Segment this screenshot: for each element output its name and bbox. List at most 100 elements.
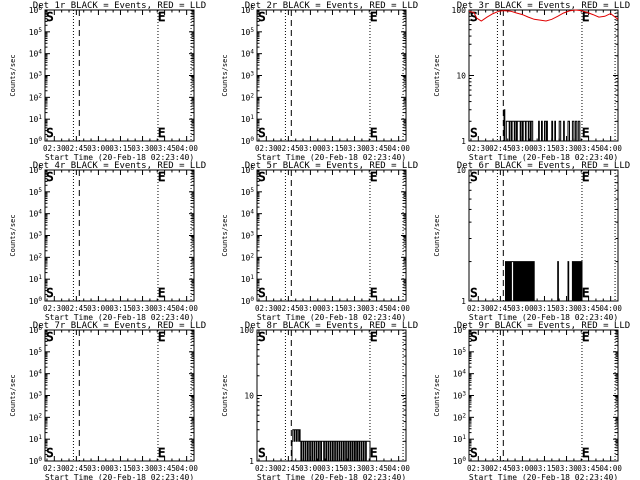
marker-e-bottom: E	[370, 286, 377, 300]
y-tick-label: 103	[241, 71, 255, 81]
x-axis-label: Start Time (20-Feb-18 02:23:40)	[45, 473, 194, 480]
x-tick-label: 02:45	[65, 304, 88, 313]
marker-e-top: E	[582, 10, 589, 24]
detector-panel-6: Det 6r BLACK = Events, RED = LLD Counts/s…	[433, 161, 630, 322]
x-tick-label: 02:30	[43, 304, 66, 313]
plot-frame	[256, 9, 407, 142]
plot-frame	[44, 329, 195, 462]
plot-frame	[468, 329, 619, 462]
x-tick-label: 03:45	[153, 304, 176, 313]
y-tick-label: 1	[461, 137, 466, 146]
x-tick-label: 02:30	[43, 464, 66, 473]
marker-e-top: E	[582, 170, 589, 184]
y-tick-label: 101	[29, 274, 43, 284]
x-axis-label: Start Time (20-Feb-18 02:23:40)	[469, 313, 618, 322]
events-rate-line	[291, 429, 371, 462]
y-tick-label: 102	[241, 252, 255, 262]
y-tick-label: 106	[29, 165, 43, 175]
y-tick-label: 104	[29, 49, 43, 59]
x-tick-label: 03:00	[299, 144, 322, 153]
marker-e-bottom: E	[582, 446, 589, 460]
marker-s-bottom: S	[470, 126, 477, 140]
x-tick-label: 03:45	[577, 304, 600, 313]
x-axis-label: Start Time (20-Feb-18 02:23:40)	[469, 473, 618, 480]
marker-s-bottom: S	[258, 126, 265, 140]
x-tick-label: 03:30	[555, 464, 578, 473]
y-tick-label: 106	[241, 5, 255, 15]
x-tick-label: 03:45	[365, 144, 388, 153]
x-tick-label: 02:45	[277, 464, 300, 473]
detector-panel-2: Det 2r BLACK = Events, RED = LLD Counts/s…	[221, 1, 418, 162]
x-tick-label: 02:30	[255, 304, 278, 313]
y-tick-label: 105	[29, 27, 43, 37]
chart-title: Det 5r BLACK = Events, RED = LLD	[245, 161, 418, 171]
x-tick-label: 02:30	[467, 464, 490, 473]
detector-panel-7: Det 7r BLACK = Events, RED = LLD Counts/s…	[9, 321, 206, 480]
x-tick-label: 02:45	[489, 304, 512, 313]
x-tick-label: 03:45	[153, 144, 176, 153]
events-rate-line	[504, 261, 583, 302]
y-axis-label: Counts/sec	[433, 54, 441, 96]
x-tick-label: 03:45	[365, 464, 388, 473]
x-tick-label: 03:00	[299, 304, 322, 313]
marker-e-top: E	[158, 10, 165, 24]
y-tick-label: 101	[29, 114, 43, 124]
marker-s-bottom: S	[470, 446, 477, 460]
x-tick-label: 03:30	[555, 144, 578, 153]
x-axis-label: Start Time (20-Feb-18 02:23:40)	[45, 153, 194, 162]
y-tick-label: 101	[29, 434, 43, 444]
y-tick-label: 10	[244, 392, 254, 401]
marker-e-bottom: E	[582, 286, 589, 300]
x-tick-label: 04:00	[387, 144, 410, 153]
y-axis-label: Counts/sec	[221, 214, 229, 256]
x-tick-label: 04:00	[175, 144, 198, 153]
y-tick-label: 103	[29, 231, 43, 241]
x-tick-label: 03:30	[343, 144, 366, 153]
x-axis-label: Start Time (20-Feb-18 02:23:40)	[257, 313, 406, 322]
x-tick-label: 02:30	[255, 464, 278, 473]
y-tick-label: 1	[249, 457, 254, 466]
y-tick-label: 100	[241, 136, 255, 146]
x-tick-label: 04:00	[175, 304, 198, 313]
marker-e-top: E	[370, 170, 377, 184]
y-tick-label: 100	[29, 136, 43, 146]
x-tick-label: 03:15	[109, 464, 132, 473]
marker-s-top: S	[470, 170, 477, 184]
marker-e-bottom: E	[158, 126, 165, 140]
detector-panel-9: Det 9r BLACK = Events, RED = LLD Counts/s…	[433, 321, 630, 480]
lld-rate-line	[468, 9, 619, 22]
x-tick-label: 03:15	[321, 144, 344, 153]
x-tick-label: 03:15	[321, 304, 344, 313]
x-axis-label: Start Time (20-Feb-18 02:23:40)	[257, 153, 406, 162]
y-axis-label: Counts/sec	[433, 374, 441, 416]
plot-frame	[44, 9, 195, 142]
marker-e-bottom: E	[370, 126, 377, 140]
y-tick-label: 103	[241, 231, 255, 241]
chart-title: Det 1r BLACK = Events, RED = LLD	[33, 1, 206, 11]
y-tick-label: 101	[241, 274, 255, 284]
y-tick-label: 104	[241, 49, 255, 59]
plot-frame	[256, 169, 407, 302]
x-tick-label: 04:00	[387, 304, 410, 313]
x-tick-label: 02:30	[467, 144, 490, 153]
x-tick-label: 03:30	[343, 304, 366, 313]
x-axis-label: Start Time (20-Feb-18 02:23:40)	[469, 153, 618, 162]
y-tick-label: 102	[453, 412, 467, 422]
plot-frame	[44, 169, 195, 302]
marker-s-top: S	[470, 330, 477, 344]
x-tick-label: 03:00	[511, 464, 534, 473]
chart-title: Det 7r BLACK = Events, RED = LLD	[33, 321, 206, 331]
x-tick-label: 03:00	[87, 304, 110, 313]
marker-s-top: S	[258, 10, 265, 24]
y-tick-label: 103	[29, 391, 43, 401]
y-tick-label: 100	[453, 456, 467, 466]
plot-frame	[468, 169, 619, 302]
y-tick-label: 104	[241, 209, 255, 219]
marker-s-bottom: S	[258, 446, 265, 460]
x-tick-label: 03:15	[533, 304, 556, 313]
y-tick-label: 105	[29, 187, 43, 197]
x-tick-label: 03:15	[533, 144, 556, 153]
x-tick-label: 03:30	[131, 304, 154, 313]
marker-e-bottom: E	[370, 446, 377, 460]
